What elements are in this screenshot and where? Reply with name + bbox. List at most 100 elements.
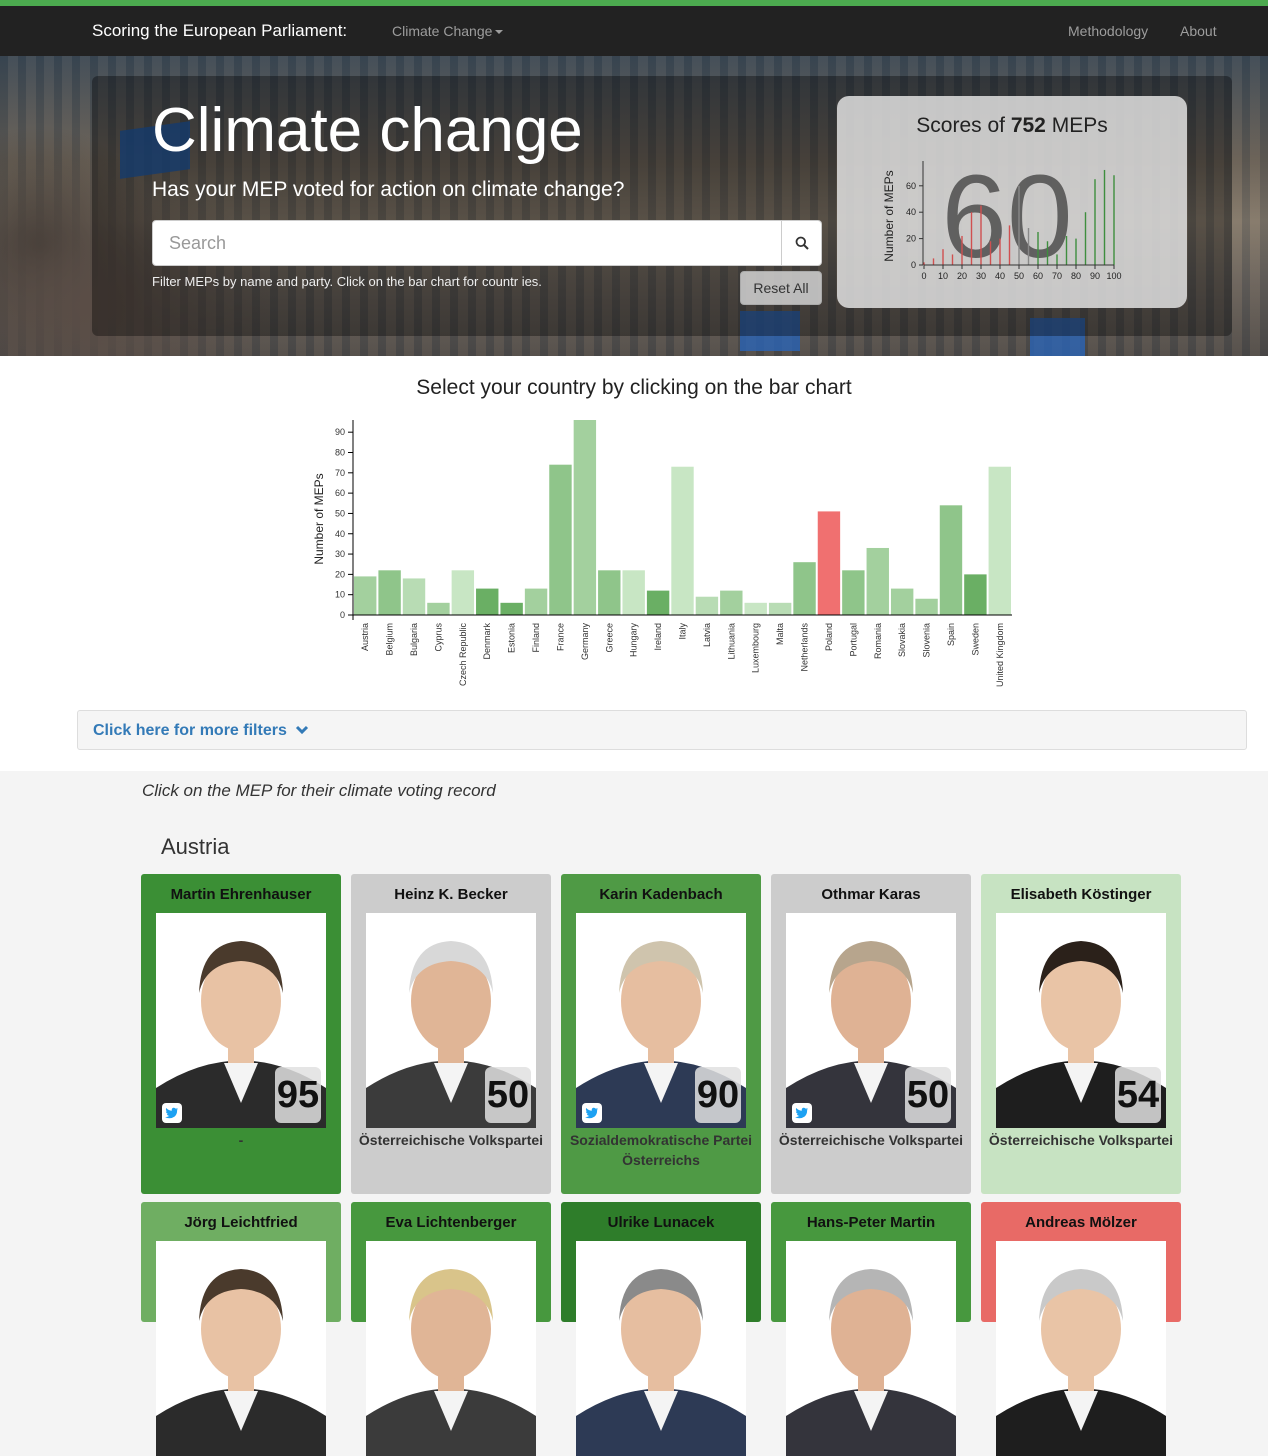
country-tick-label: Bulgaria (409, 623, 419, 656)
mep-name: Andreas Mölzer (981, 1214, 1181, 1234)
more-filters-label: Click here for more filters (93, 722, 287, 739)
y-tick-label: 40 (906, 207, 916, 217)
country-bar-netherlands[interactable] (793, 562, 815, 615)
country-bar-slovakia[interactable] (891, 589, 913, 615)
country-bar-hungary[interactable] (622, 570, 644, 615)
y-axis-label: Number of MEPs (882, 170, 896, 261)
mep-name: Heinz K. Becker (351, 886, 551, 906)
mep-party: Sozialdemokratische Partei Österreichs (561, 1130, 761, 1170)
score-badge: 95 (275, 1067, 321, 1123)
country-tick-label: Hungary (629, 623, 639, 658)
country-bar-germany[interactable] (574, 420, 596, 615)
mep-name: Karin Kadenbach (561, 886, 761, 906)
country-bar-luxembourg[interactable] (745, 603, 767, 615)
country-bar-lithuania[interactable] (720, 591, 742, 615)
y-tick-label: 30 (335, 549, 345, 559)
mep-photo (366, 1241, 536, 1456)
topic-dropdown[interactable]: Climate Change (392, 23, 503, 39)
mep-card[interactable]: Hans-Peter Martin (771, 1202, 971, 1322)
country-bar-france[interactable] (549, 465, 571, 615)
country-bar-estonia[interactable] (500, 603, 522, 615)
search-button[interactable] (782, 220, 822, 266)
twitter-bird-glyph (795, 1107, 809, 1119)
mep-photo: 50 (366, 913, 536, 1128)
country-bar-slovenia[interactable] (915, 599, 937, 615)
mep-card[interactable]: Eva Lichtenberger (351, 1202, 551, 1322)
y-tick-label: 20 (335, 569, 345, 579)
country-bar-latvia[interactable] (696, 597, 718, 615)
country-bar-finland[interactable] (525, 589, 547, 615)
country-bar-austria[interactable] (354, 576, 376, 615)
country-bar-sweden[interactable] (964, 574, 986, 615)
country-bar-ireland[interactable] (647, 591, 669, 615)
page-subtitle: Has your MEP voted for action on climate… (152, 178, 624, 202)
x-tick-label: 50 (1014, 271, 1024, 281)
country-bar-czech-republic[interactable] (452, 570, 474, 615)
country-tick-label: Slovenia (922, 623, 932, 658)
country-bar-malta[interactable] (769, 603, 791, 615)
nav-methodology-link[interactable]: Methodology (1068, 23, 1148, 39)
country-section: Select your country by clicking on the b… (0, 356, 1268, 771)
hero-banner: Climate change Has your MEP voted for ac… (0, 56, 1268, 356)
mep-party: - (141, 1130, 341, 1150)
mep-name: Eva Lichtenberger (351, 1214, 551, 1234)
x-tick-label: 90 (1090, 271, 1100, 281)
country-bar-spain[interactable] (940, 505, 962, 615)
country-tick-label: Cyprus (433, 623, 443, 652)
country-bar-bulgaria[interactable] (403, 578, 425, 615)
country-bar-united-kingdom[interactable] (989, 467, 1011, 615)
country-bar-denmark[interactable] (476, 589, 498, 615)
reset-all-button[interactable]: Reset All (740, 271, 822, 305)
country-tick-label: Czech Republic (458, 623, 468, 687)
country-bar-belgium[interactable] (378, 570, 400, 615)
mep-party: Österreichische Volkspartei (351, 1130, 551, 1150)
y-tick-label: 80 (335, 448, 345, 458)
x-tick-label: 0 (921, 271, 926, 281)
country-tick-label: France (555, 623, 565, 651)
mep-card[interactable]: Andreas Mölzer (981, 1202, 1181, 1322)
country-bar-greece[interactable] (598, 570, 620, 615)
y-tick-label: 40 (335, 529, 345, 539)
more-filters-link[interactable]: Click here for more filters (93, 722, 309, 740)
mep-name: Ulrike Lunacek (561, 1214, 761, 1234)
mep-photo: 95 (156, 913, 326, 1128)
country-bar-portugal[interactable] (842, 570, 864, 615)
y-tick-label: 20 (906, 234, 916, 244)
country-tick-label: Greece (604, 623, 614, 653)
x-tick-label: 70 (1052, 271, 1062, 281)
country-tick-label: Poland (824, 623, 834, 651)
country-bar-cyprus[interactable] (427, 603, 449, 615)
mep-instruction: Click on the MEP for their climate votin… (142, 781, 496, 801)
score-badge: 50 (905, 1067, 951, 1123)
mep-portrait (366, 1241, 536, 1456)
nav-about-link[interactable]: About (1180, 23, 1217, 39)
search-input[interactable] (152, 220, 782, 266)
country-tick-label: Lithuania (726, 623, 736, 660)
brand-title[interactable]: Scoring the European Parliament: (92, 21, 347, 41)
mep-card[interactable]: Ulrike Lunacek (561, 1202, 761, 1322)
country-tick-label: Sweden (970, 623, 980, 656)
x-tick-label: 10 (938, 271, 948, 281)
country-tick-label: United Kingdom (995, 623, 1005, 687)
country-bar-italy[interactable] (671, 467, 693, 615)
twitter-icon[interactable] (582, 1103, 602, 1123)
twitter-icon[interactable] (162, 1103, 182, 1123)
search-group (152, 220, 822, 266)
country-bar-romania[interactable] (867, 548, 889, 615)
big-score-text: 60 (941, 151, 1072, 283)
mep-photo: 50 (786, 913, 956, 1128)
mep-card[interactable]: Jörg Leichtfried (141, 1202, 341, 1322)
filters-panel[interactable]: Click here for more filters (77, 710, 1247, 750)
twitter-icon[interactable] (792, 1103, 812, 1123)
country-bar-poland[interactable] (818, 511, 840, 615)
mep-name: Othmar Karas (771, 886, 971, 906)
country-tick-label: Ireland (653, 623, 663, 651)
mep-party: Österreichische Volkspartei (981, 1130, 1181, 1150)
